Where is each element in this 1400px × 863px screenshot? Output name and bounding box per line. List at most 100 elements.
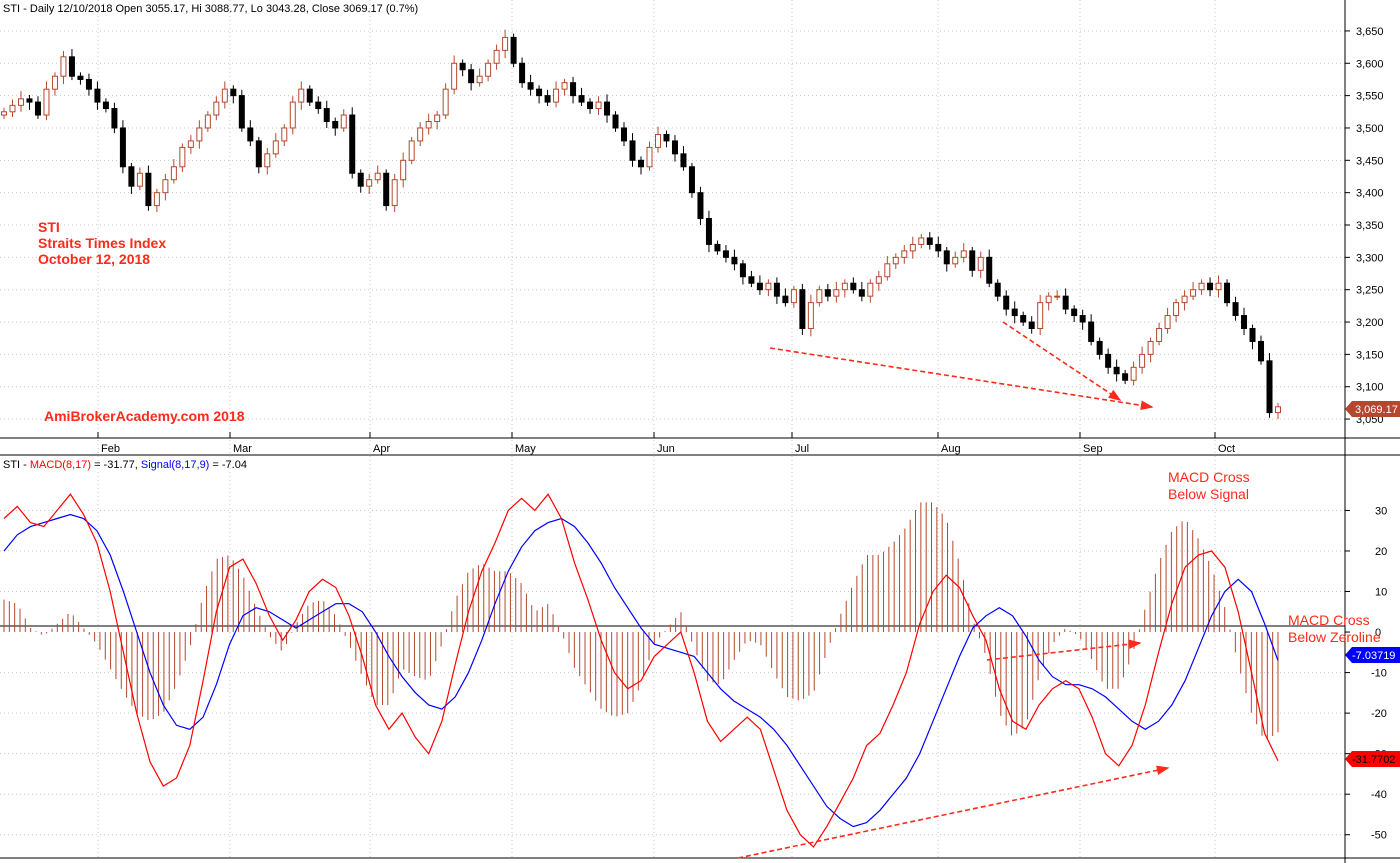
last-close-label: 3,069.17 (1345, 401, 1400, 417)
price-tick-label: 3,100 (1356, 382, 1384, 394)
candle-body (408, 140, 415, 161)
macd-cross-zero-annotation: MACD Cross Below Zeroline (1288, 612, 1381, 645)
macd-cross-signal-line-1: MACD Cross (1168, 469, 1250, 485)
candle-body (196, 127, 203, 142)
sti-line-3: October 12, 2018 (38, 251, 150, 267)
candle-body (680, 153, 687, 168)
vertical-gridlines (97, 0, 1216, 858)
candle-body (1258, 340, 1265, 362)
candle-body (935, 243, 942, 252)
candle-body (1113, 366, 1120, 375)
candle-body (960, 250, 967, 258)
macd-tick-label: -20 (1371, 708, 1387, 720)
price-horizontal-gridlines (0, 30, 1345, 420)
candle-body (604, 101, 611, 116)
macd-tick-label: 0 (1375, 627, 1381, 639)
candle-body (238, 95, 245, 129)
candle-body (1037, 302, 1044, 329)
candle-body (451, 62, 458, 90)
candle-body (485, 62, 492, 77)
macd-tick-label: -50 (1371, 830, 1387, 842)
candle-body (289, 101, 296, 129)
candle-body (1164, 315, 1171, 329)
month-label: Feb (101, 443, 120, 455)
candle-body (26, 98, 33, 103)
candle-body (417, 127, 424, 142)
candle-body (748, 276, 755, 284)
month-label: Mar (233, 443, 252, 455)
candle-body (170, 166, 177, 181)
candle-body (68, 56, 75, 77)
candle-body (1079, 315, 1086, 323)
candle-body (77, 75, 84, 80)
candle-body (1105, 353, 1112, 368)
candle-body (1190, 289, 1197, 297)
candle-body (773, 282, 780, 297)
candle-body (1054, 295, 1061, 298)
candle-body (391, 179, 398, 207)
candle-body (629, 140, 636, 161)
candle-body (986, 256, 993, 284)
trend-arrows (737, 321, 1170, 859)
candle-body (1071, 308, 1078, 317)
macd-tick-label: -40 (1371, 789, 1387, 801)
macd-value-label: -31.7702 (1345, 751, 1400, 767)
candle-body (799, 289, 806, 329)
signal-line (3, 513, 1279, 828)
candle-body (1003, 295, 1010, 310)
candle-body (697, 192, 704, 220)
candle-body (213, 101, 220, 116)
macd-tick-label: 20 (1375, 546, 1387, 558)
candle-body (357, 172, 364, 187)
signal-legend: Signal(8,17,9) (141, 459, 210, 471)
macd-tick-label: 30 (1375, 505, 1387, 517)
price-tick-label: 3,450 (1356, 155, 1384, 167)
candle-body (102, 101, 109, 110)
candle-body (901, 250, 908, 258)
price-tick-label: 3,250 (1356, 285, 1384, 297)
candle-body (94, 88, 101, 103)
month-labels: Feb Mar Apr May Jun Jul Aug Sep Oct (97, 432, 1235, 455)
candle-body (612, 114, 619, 129)
candle-body (145, 172, 152, 207)
candle-body (587, 101, 594, 110)
candle-body (349, 114, 356, 174)
sti-line-2: Straits Times Index (38, 235, 166, 251)
candle-body (1020, 315, 1027, 323)
macd-line (3, 493, 1279, 848)
candle-body (119, 127, 126, 168)
candle-body (1028, 321, 1035, 329)
macd-value-text: -31.7702 (1352, 754, 1395, 766)
candle-body (340, 114, 347, 129)
price-tick-label: 3,200 (1356, 317, 1384, 329)
candle-body (43, 88, 50, 116)
candle-body (1122, 373, 1129, 381)
candle-body (1215, 282, 1222, 291)
macd-cross-signal-line-2: Below Signal (1168, 486, 1249, 502)
candle-body (782, 295, 789, 304)
candle-body (468, 69, 475, 84)
candle-body (892, 256, 899, 265)
candle-body (1156, 328, 1163, 342)
price-axis-ticks: 3,050 3,100 3,150 3,200 3,250 3,300 3,350 3,400… (1345, 26, 1384, 426)
candle-body (323, 108, 330, 122)
price-trend-arrow-1 (769, 347, 1154, 411)
month-label: Sep (1083, 443, 1103, 455)
candle-body (841, 282, 848, 291)
price-trend-arrow-2 (1002, 321, 1122, 401)
candle-body (298, 88, 305, 103)
candle-body (128, 166, 135, 187)
candle-body (595, 101, 602, 110)
price-tick-label: 3,350 (1356, 220, 1384, 232)
price-tick-label: 3,300 (1356, 252, 1384, 264)
candle-body (85, 78, 92, 90)
candle-body (765, 282, 772, 291)
candle-body (519, 62, 526, 84)
candle-body (187, 140, 194, 148)
candle-body (34, 101, 41, 116)
candle-body (739, 263, 746, 278)
price-tick-label: 3,150 (1356, 349, 1384, 361)
candle-body (671, 140, 678, 155)
candle-body (578, 95, 585, 103)
candle-body (536, 88, 543, 97)
